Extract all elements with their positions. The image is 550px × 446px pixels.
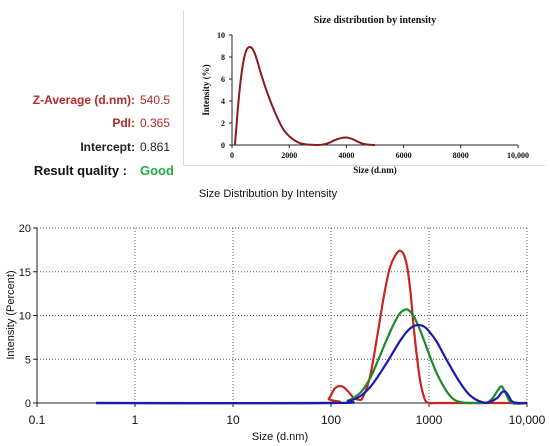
bottom-chart-y-label: Intensity (Percent) [5,270,17,359]
bottom-chart-series-line [95,249,527,405]
top-chart-y-tick-label: 6 [221,75,225,84]
top-chart-y-tick-label: 10 [217,31,225,40]
intercept-label: Intercept: [80,140,135,154]
top-chart-y-label: Intensity (%) [201,64,211,115]
pdi-value: 0.365 [140,116,171,130]
top-divider-vertical [183,10,184,165]
top-divider-horizontal [183,165,545,166]
top-chart-title: Size distribution by intensity [314,15,437,26]
bottom-chart-x-tick-label: 1 [132,413,139,427]
bottom-chart-title: Size Distribution by Intensity [199,188,338,200]
result-quality-label: Result quality : [33,163,127,178]
bottom-chart-x-label: Size (d.nm) [252,431,308,443]
pdi-label: PdI: [112,116,135,130]
top-chart-y-tick-label: 8 [221,53,225,62]
bottom-chart-y-tick-label: 15 [19,267,31,279]
top-chart-x-tick-label: 6000 [396,151,412,160]
top-chart-x-tick-label: 0 [230,151,234,160]
intercept-value: 0.861 [140,140,171,154]
top-chart-y-tick-label: 0 [221,141,225,150]
bottom-chart-x-tick-label: 1000 [416,413,443,427]
result-quality-value: Good [140,163,174,178]
top-chart-x-tick-label: 10,000 [507,151,529,160]
bottom-chart-series-line [95,323,528,405]
pdi-row: PdI: 0.365 [0,116,183,134]
bottom-chart-x-tick-label: 0.1 [29,413,46,427]
result-quality-row: Result quality : Good [0,163,183,181]
z-average-label: Z-Average (d.nm): [32,93,135,107]
bottom-chart-y-tick-label: 20 [19,223,31,235]
top-chart-y-tick-label: 4 [221,97,225,106]
z-average-value: 540.5 [140,93,171,107]
top-chart-x-tick-label: 2000 [281,151,297,160]
bottom-chart-x-tick-label: 10 [226,413,240,427]
top-chart-x-label: Size (d.nm) [353,165,397,175]
top-chart-x-tick-label: 8000 [453,151,469,160]
bottom-chart-x-tick-label: 10,000 [509,413,546,427]
top-chart-y-tick-label: 2 [221,119,225,128]
top-chart-series-line [233,45,376,147]
bottom-chart-y-tick-label: 5 [25,354,31,366]
bottom-chart-x-tick-label: 100 [321,413,341,427]
bottom-chart-y-tick-label: 10 [19,311,31,323]
z-average-row: Z-Average (d.nm): 540.5 [0,93,183,111]
intercept-row: Intercept: 0.861 [0,140,183,158]
bottom-chart-series-line [95,308,528,405]
bottom-chart-y-tick-label: 0 [25,398,31,410]
top-chart-x-tick-label: 4000 [338,151,354,160]
